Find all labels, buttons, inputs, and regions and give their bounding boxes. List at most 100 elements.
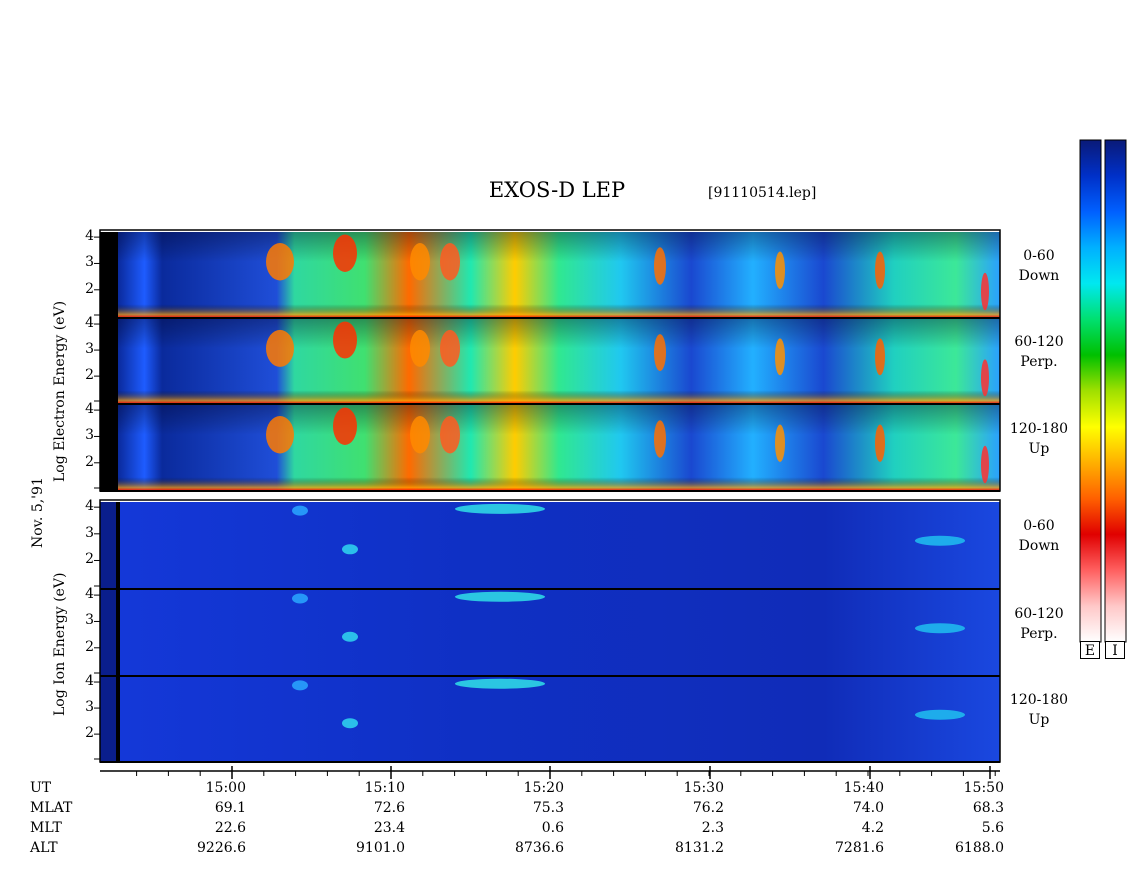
chart-title: EXOS-D LEP xyxy=(488,178,626,202)
data-gap xyxy=(100,502,118,588)
spectrum-feature xyxy=(266,416,294,454)
spectrum-feature xyxy=(981,359,989,397)
spectrum-feature xyxy=(981,445,989,484)
spectrum-feature xyxy=(410,243,430,281)
date-label: Nov. 5,'91 xyxy=(30,477,46,548)
spectrum-feature xyxy=(266,329,294,367)
spectrum-feature xyxy=(292,505,308,516)
panel-overlay xyxy=(118,405,1000,490)
y-tick-label: 3 xyxy=(85,699,94,716)
row-value: 9226.6 xyxy=(197,840,246,856)
spectrum-feature xyxy=(455,591,545,602)
row-label-ut: UT xyxy=(30,780,52,796)
row-value: 9101.0 xyxy=(356,840,405,856)
data-gap xyxy=(116,677,120,761)
row-value: 15:50 xyxy=(963,780,1004,796)
row-value: 2.3 xyxy=(701,820,724,836)
y-tick-label: 3 xyxy=(85,427,94,444)
y-tick-label: 2 xyxy=(85,551,94,568)
panel-overlay xyxy=(118,319,1000,403)
spectrum-feature xyxy=(654,420,666,458)
panel-label-direction: Up xyxy=(1028,712,1050,728)
electron-axis-label: Log Electron Energy (eV) xyxy=(52,300,68,482)
spectrum-feature xyxy=(915,709,965,720)
spectrum-feature xyxy=(342,718,358,729)
y-tick-label: 2 xyxy=(85,367,94,384)
y-tick-label: 4 xyxy=(85,315,94,332)
spectrum-feature xyxy=(333,234,357,272)
y-tick-label: 3 xyxy=(85,254,94,271)
spectrum-feature xyxy=(455,503,545,514)
y-tick-label: 3 xyxy=(85,524,94,541)
panel-label-angle: 0-60 xyxy=(1023,247,1055,264)
plot-frame xyxy=(99,229,1001,492)
spectrum-feature xyxy=(775,251,785,289)
panel-ion-0-60 xyxy=(118,502,1000,588)
row-value: 15:20 xyxy=(523,780,564,796)
row-label-mlt: MLT xyxy=(30,820,62,836)
spectrum-feature xyxy=(410,416,430,454)
row-value: 0.6 xyxy=(541,820,564,836)
spectrum-feature xyxy=(654,334,666,372)
y-tick-label: 2 xyxy=(85,453,94,470)
panel-ion-60-120 xyxy=(118,590,1000,675)
spectrum-feature xyxy=(333,407,357,445)
row-value: 74.0 xyxy=(852,800,884,816)
data-gap xyxy=(116,590,120,675)
y-tick-label: 4 xyxy=(85,498,94,515)
row-value: 8131.2 xyxy=(675,840,724,856)
spectrum-feature xyxy=(266,243,294,281)
spectrum-feature xyxy=(342,544,358,555)
panel-label-direction: Perp. xyxy=(1020,625,1058,642)
spectrum-feature xyxy=(440,243,460,281)
plot-frame xyxy=(99,499,1001,763)
colorbar xyxy=(1079,139,1102,643)
row-value: 69.1 xyxy=(214,800,246,816)
row-value: 15:10 xyxy=(364,780,405,796)
spectrum-feature xyxy=(654,247,666,285)
colorbar xyxy=(1104,139,1127,643)
y-tick-label: 2 xyxy=(85,638,94,655)
file-id: [91110514.lep] xyxy=(708,185,817,201)
panel-label-direction: Down xyxy=(1018,538,1060,554)
spectrum-feature xyxy=(440,416,460,454)
row-label-alt: ALT xyxy=(30,840,58,856)
row-value: 76.2 xyxy=(692,800,724,816)
data-gap xyxy=(100,677,118,761)
spectrum-feature xyxy=(455,678,545,689)
row-value: 4.2 xyxy=(861,820,884,836)
spectrum-feature xyxy=(981,272,989,311)
data-gap xyxy=(100,405,118,490)
spectrum-feature xyxy=(915,535,965,546)
spectrum-feature xyxy=(875,424,885,462)
spectrum-feature xyxy=(292,680,308,691)
colorbar-label: I xyxy=(1105,641,1125,659)
spectrum-feature xyxy=(775,338,785,376)
y-tick-label: 3 xyxy=(85,341,94,358)
spectrum-feature xyxy=(292,593,308,604)
panel-label-angle: 120-180 xyxy=(1009,692,1069,708)
panel-label-direction: Perp. xyxy=(1020,354,1058,370)
spectrum-feature xyxy=(775,424,785,462)
y-tick-label: 3 xyxy=(85,612,94,629)
row-value: 68.3 xyxy=(972,800,1004,816)
spectrum-feature xyxy=(915,623,965,634)
spectrum-feature xyxy=(875,338,885,376)
data-gap xyxy=(100,232,118,317)
row-value: 7281.6 xyxy=(835,840,884,856)
panel-ion-120-180 xyxy=(118,677,1000,761)
y-tick-label: 2 xyxy=(85,725,94,742)
panel-label-angle: 120-180 xyxy=(1009,420,1069,437)
panel-label-angle: 60-120 xyxy=(1014,334,1064,350)
row-value: 15:30 xyxy=(683,780,724,796)
row-value: 8736.6 xyxy=(515,840,564,856)
colorbar-label: E xyxy=(1080,641,1100,659)
y-tick-label: 4 xyxy=(85,401,94,418)
data-gap xyxy=(100,590,118,675)
data-gap xyxy=(116,502,120,588)
panel-label-angle: 0-60 xyxy=(1023,518,1055,534)
row-value: 75.3 xyxy=(532,800,564,816)
data-gap xyxy=(100,319,118,403)
row-value: 5.6 xyxy=(981,820,1004,836)
spectrum-feature xyxy=(410,329,430,367)
